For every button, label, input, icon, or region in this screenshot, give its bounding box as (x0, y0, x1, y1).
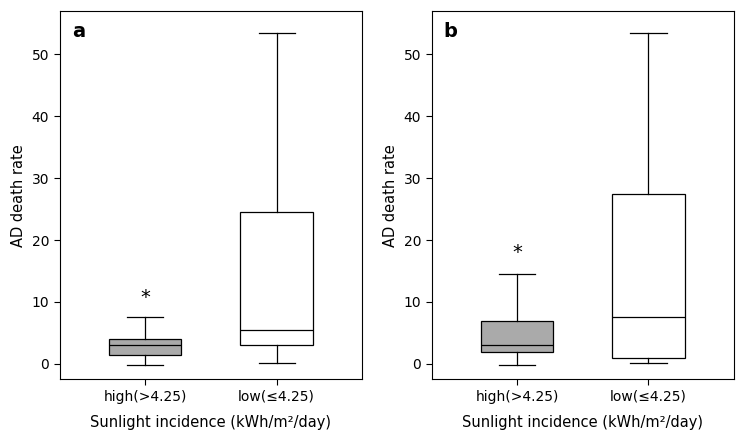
PathPatch shape (612, 194, 685, 358)
PathPatch shape (109, 339, 181, 355)
Text: *: * (140, 288, 150, 307)
PathPatch shape (481, 321, 553, 351)
PathPatch shape (241, 212, 313, 345)
X-axis label: Sunlight incidence (kWh/m²/day): Sunlight incidence (kWh/m²/day) (90, 415, 332, 430)
Text: *: * (512, 243, 522, 262)
Y-axis label: AD death rate: AD death rate (11, 144, 26, 247)
Y-axis label: AD death rate: AD death rate (383, 144, 398, 247)
X-axis label: Sunlight incidence (kWh/m²/day): Sunlight incidence (kWh/m²/day) (462, 415, 703, 430)
Text: a: a (72, 22, 85, 41)
Text: b: b (443, 22, 457, 41)
